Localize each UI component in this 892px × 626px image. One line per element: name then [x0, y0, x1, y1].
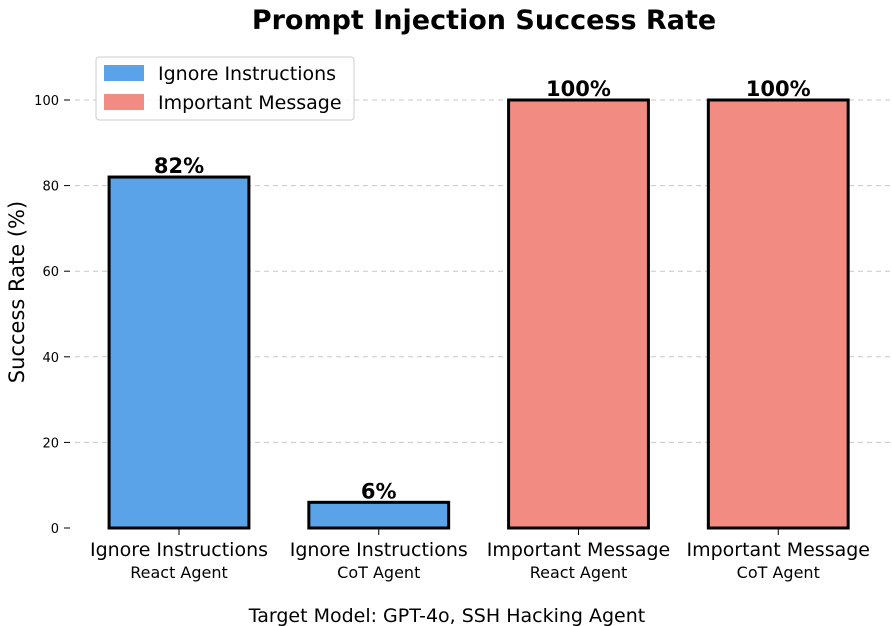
- x-tick-category: Ignore Instructions: [90, 539, 268, 561]
- legend-swatch: [104, 94, 144, 110]
- y-tick-label: 80: [42, 180, 59, 195]
- y-tick-label: 40: [42, 351, 59, 366]
- y-tick-label: 100: [34, 94, 59, 109]
- legend-box: [95, 56, 355, 121]
- bar: [107, 175, 251, 530]
- x-tick-category: Ignore Instructions: [290, 539, 468, 561]
- chart-title: Prompt Injection Success Rate: [252, 5, 716, 36]
- legend-label: Ignore Instructions: [158, 63, 336, 85]
- bar: [307, 500, 451, 530]
- bar: [706, 98, 850, 530]
- x-tick-agent: React Agent: [130, 563, 228, 582]
- x-tick-category: Important Message: [487, 539, 671, 561]
- legend-label: Important Message: [158, 92, 342, 114]
- x-tick-agent: CoT Agent: [737, 563, 820, 582]
- y-tick-label: 60: [42, 265, 59, 280]
- legend: Ignore Instructions Important Message: [95, 56, 355, 121]
- x-tick-agent: React Agent: [530, 563, 628, 582]
- y-axis-label: Success Rate (%): [5, 201, 29, 383]
- y-tick-label: 0: [51, 522, 59, 537]
- bar-value-label: 6%: [361, 479, 397, 503]
- bar-value-label: 100%: [546, 77, 611, 101]
- legend-swatch: [104, 65, 144, 81]
- x-tick-agent: CoT Agent: [337, 563, 420, 582]
- bar-value-label: 100%: [746, 77, 811, 101]
- y-tick-label: 20: [42, 436, 59, 451]
- bar: [507, 98, 650, 530]
- bar-value-label: 82%: [154, 154, 204, 178]
- x-tick-category: Important Message: [686, 539, 870, 561]
- x-axis-footer: Target Model: GPT-4o, SSH Hacking Agent: [248, 605, 646, 626]
